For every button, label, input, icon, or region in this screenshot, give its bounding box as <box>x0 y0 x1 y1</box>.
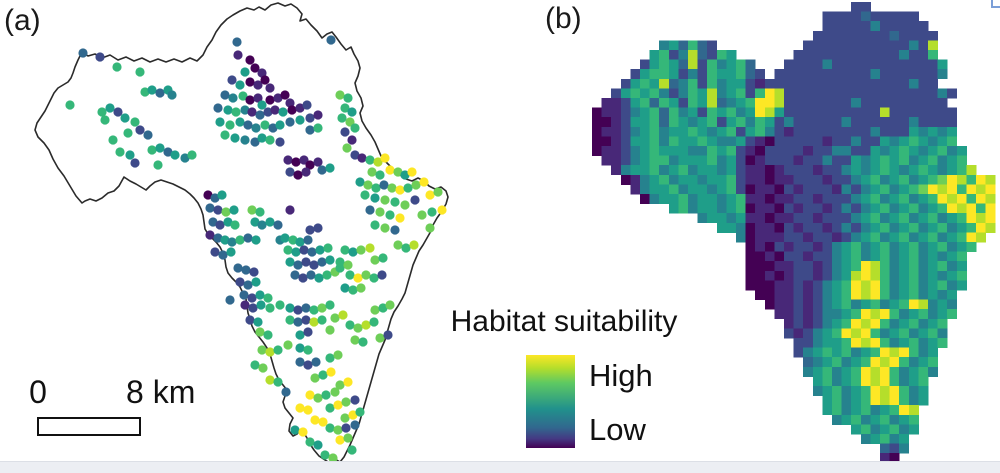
panel-a-label: (a) <box>4 4 41 37</box>
legend-low-label: Low <box>589 412 646 447</box>
panel-b-label: (b) <box>545 2 582 35</box>
raster-map-svg <box>592 2 996 464</box>
raster-map-panel <box>500 0 1000 472</box>
legend-title: Habitat suitability <box>450 305 678 338</box>
window-edge-strip <box>0 461 1000 473</box>
legend-high-label: High <box>589 358 653 393</box>
legend-colorbar-gradient <box>526 355 575 448</box>
scalebar-distance-label: 8 km <box>126 374 196 410</box>
scalebar-zero-label: 0 <box>29 374 47 410</box>
scalebar <box>37 417 141 436</box>
point-map-svg <box>34 2 449 464</box>
point-map-panel <box>0 0 500 472</box>
selection-handle[interactable] <box>991 0 1000 8</box>
